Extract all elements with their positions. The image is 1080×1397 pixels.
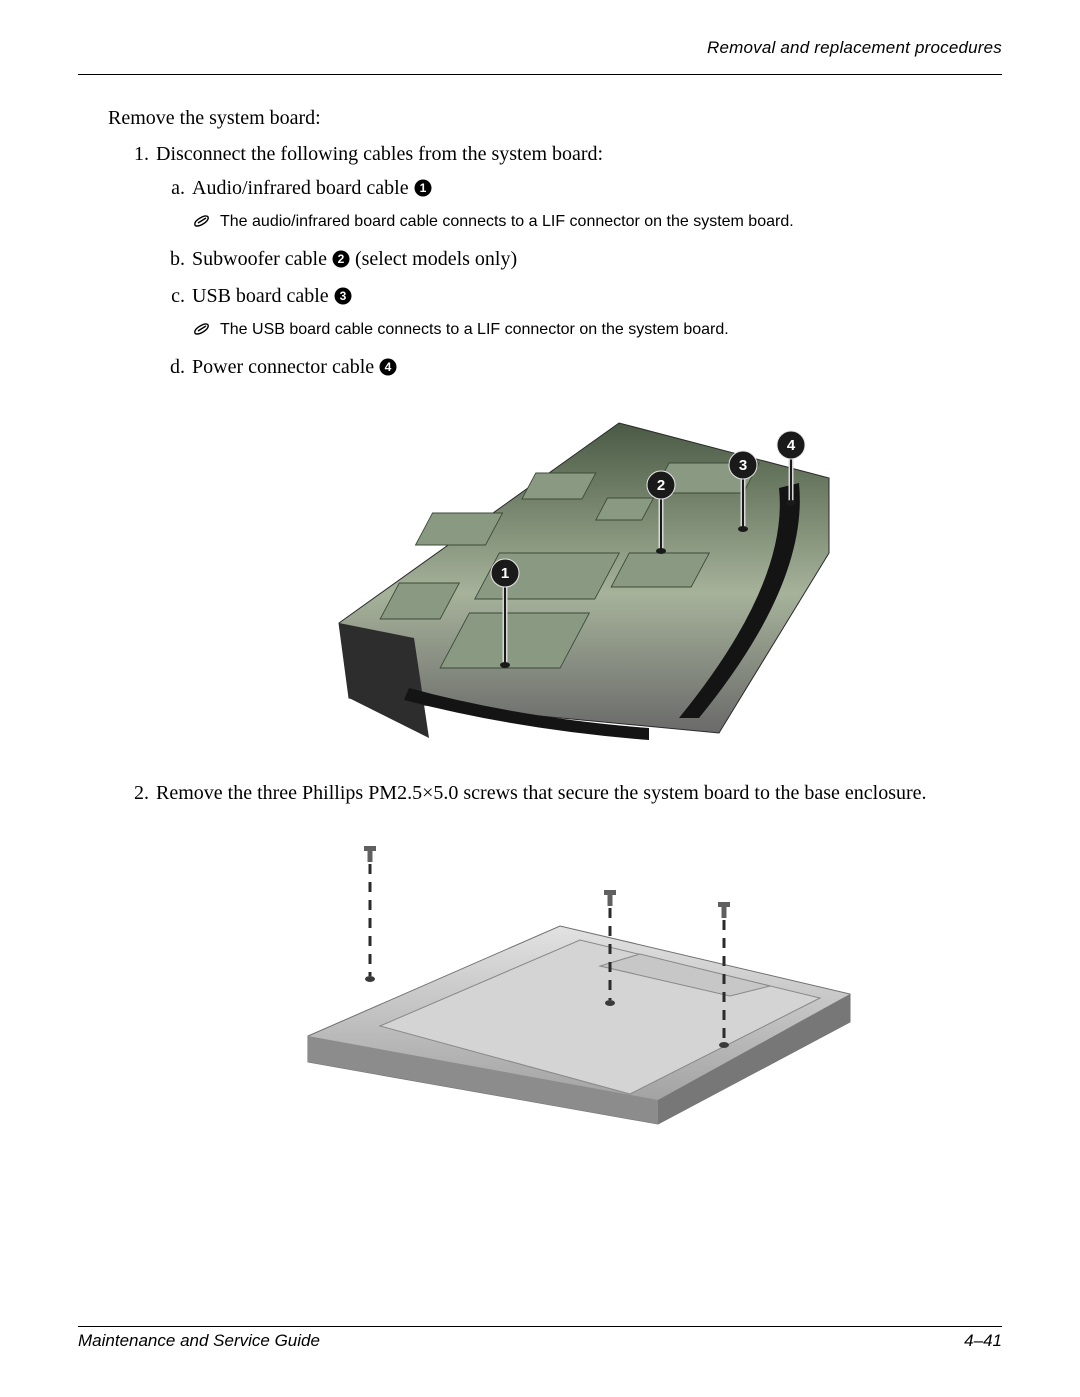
callout-2-icon: 2 xyxy=(332,247,350,277)
note-1a: The audio/infrared board cable connects … xyxy=(192,210,1002,238)
note-1c: The USB board cable connects to a LIF co… xyxy=(192,318,1002,346)
callout-1-icon: 1 xyxy=(414,176,432,206)
step-2: Remove the three Phillips PM2.5×5.0 scre… xyxy=(154,778,1002,1136)
step-2-text: Remove the three Phillips PM2.5×5.0 scre… xyxy=(156,782,927,804)
step-1d: Power connector cable 4 xyxy=(190,352,1002,385)
svg-text:4: 4 xyxy=(385,360,392,374)
section-header: Removal and replacement procedures xyxy=(78,38,1002,62)
step-1a-text: Audio/infrared board cable xyxy=(192,177,414,199)
callout-3-icon: 3 xyxy=(334,284,352,314)
svg-text:2: 2 xyxy=(657,477,665,494)
step-1a: Audio/infrared board cable 1 xyxy=(190,173,1002,238)
svg-text:3: 3 xyxy=(339,289,346,303)
step-1-text: Disconnect the following cables from the… xyxy=(156,143,603,165)
step-1b: Subwoofer cable 2 (select models only) xyxy=(190,244,1002,277)
header-rule xyxy=(78,74,1002,75)
callout-4-icon: 4 xyxy=(379,355,397,385)
step-1: Disconnect the following cables from the… xyxy=(154,139,1002,748)
figure-1: 1 2 3 4 xyxy=(319,403,839,748)
svg-text:1: 1 xyxy=(419,181,426,195)
step-1c: USB board cable 3 xyxy=(190,281,1002,346)
note-icon xyxy=(192,210,212,238)
page: Removal and replacement procedures Remov… xyxy=(0,0,1080,1397)
footer: Maintenance and Service Guide 4–41 xyxy=(78,1326,1002,1351)
svg-text:3: 3 xyxy=(739,457,747,474)
svg-text:2: 2 xyxy=(338,252,345,266)
step-1d-text: Power connector cable xyxy=(192,356,379,378)
figure-2 xyxy=(300,836,858,1136)
svg-text:1: 1 xyxy=(501,565,509,582)
step-1b-suffix: (select models only) xyxy=(355,248,517,270)
note-icon xyxy=(192,318,212,346)
step-1c-text: USB board cable xyxy=(192,285,334,307)
footer-left: Maintenance and Service Guide xyxy=(78,1331,320,1351)
step-1-sublist: Audio/infrared board cable 1 xyxy=(190,173,1002,385)
content: Remove the system board: Disconnect the … xyxy=(108,103,1002,1136)
note-1a-text: The audio/infrared board cable connects … xyxy=(220,210,794,234)
intro-text: Remove the system board: xyxy=(108,103,1002,133)
ordered-steps: Disconnect the following cables from the… xyxy=(154,139,1002,1136)
footer-right: 4–41 xyxy=(964,1331,1002,1351)
step-1b-text: Subwoofer cable xyxy=(192,248,332,270)
note-1c-text: The USB board cable connects to a LIF co… xyxy=(220,318,729,342)
svg-text:4: 4 xyxy=(787,437,796,454)
